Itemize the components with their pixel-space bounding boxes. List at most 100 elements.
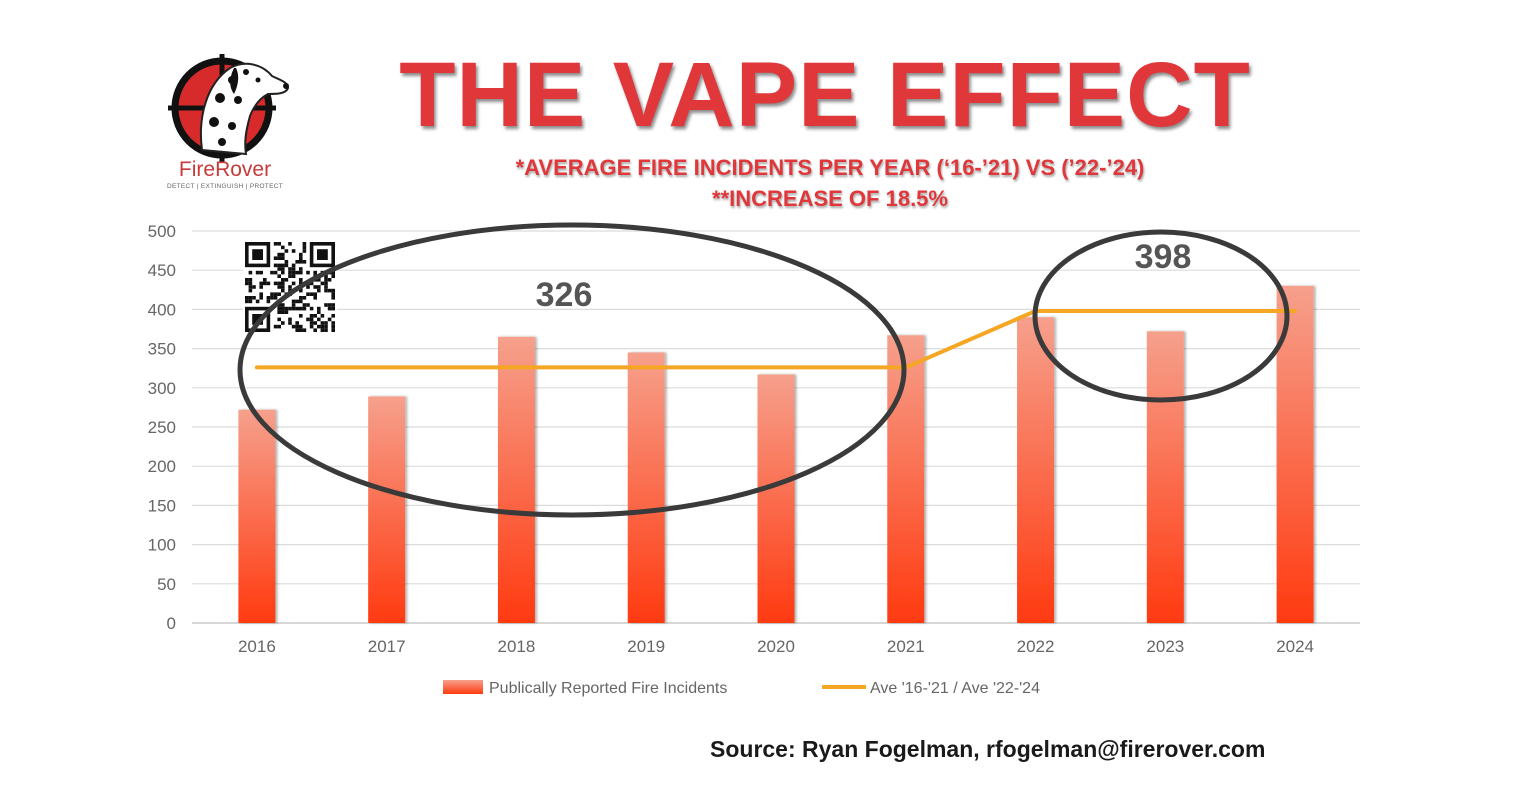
qr-module [277, 267, 281, 271]
qr-module [313, 328, 317, 332]
qr-module [281, 245, 285, 250]
qr-module [277, 242, 281, 246]
qr-module [284, 306, 289, 311]
qr-module [281, 321, 285, 325]
qr-module [331, 321, 335, 325]
qr-module [270, 292, 274, 296]
qr-module [324, 303, 328, 307]
qr-module [306, 270, 310, 275]
qr-module [259, 296, 263, 300]
qr-finder-core [317, 249, 328, 260]
qr-module [302, 249, 307, 253]
qr-module [331, 296, 335, 300]
qr-module [306, 303, 310, 307]
qr-module [273, 292, 278, 296]
qr-module [291, 274, 296, 278]
qr-module [259, 281, 263, 286]
ellipse-2022-2024 [1032, 229, 1290, 403]
qr-module [266, 299, 271, 304]
qr-module [281, 256, 285, 260]
qr-module [331, 324, 335, 329]
x-tick-label: 2019 [627, 637, 665, 656]
bar-2018 [497, 336, 535, 623]
qr-module [248, 285, 253, 289]
qr-module [281, 306, 285, 311]
qr-module [288, 285, 292, 289]
x-tick-label: 2022 [1017, 637, 1055, 656]
qr-module [299, 296, 303, 300]
qr-module [295, 306, 299, 311]
source-citation: Source: Ryan Fogelman, rfogelman@firerov… [710, 736, 1266, 762]
qr-module [291, 249, 296, 253]
qr-code [243, 240, 337, 334]
qr-module [259, 292, 263, 296]
qr-module [317, 285, 321, 289]
qr-module [291, 263, 296, 268]
qr-module [273, 263, 278, 268]
qr-module [277, 274, 281, 278]
qr-module [302, 260, 307, 264]
qr-module [284, 278, 289, 282]
qr-module [248, 278, 253, 282]
qr-module [248, 281, 253, 286]
qr-module [299, 260, 303, 264]
qr-module [281, 285, 285, 289]
qr-module [306, 317, 310, 322]
bar-2021 [887, 335, 925, 623]
qr-module [313, 321, 317, 325]
qr-module [324, 324, 328, 329]
qr-module [295, 324, 299, 329]
y-tick-label: 100 [148, 536, 176, 555]
qr-module [291, 267, 296, 271]
qr-module [299, 270, 303, 275]
qr-module [255, 299, 260, 304]
qr-module [277, 285, 281, 289]
qr-module [273, 281, 278, 286]
qr-module [327, 306, 332, 311]
qr-module [302, 245, 307, 250]
qr-module [302, 242, 307, 246]
qr-module [245, 299, 249, 304]
annotation-326: 326 [536, 276, 593, 314]
qr-finder-core [252, 249, 263, 260]
qr-module [277, 252, 281, 257]
qr-module [277, 317, 281, 322]
qr-module [263, 278, 267, 282]
qr-module [327, 303, 332, 307]
legend-line-label: Ave '16-'21 / Ave '22-'24 [870, 680, 1040, 697]
qr-module [288, 270, 292, 275]
qr-module [331, 314, 335, 318]
qr-module [245, 278, 249, 282]
qr-module [284, 260, 289, 264]
qr-module [259, 285, 263, 289]
qr-module [324, 321, 328, 325]
x-tick-label: 2017 [368, 637, 406, 656]
qr-module [306, 292, 310, 296]
qr-module [248, 270, 253, 275]
qr-module [291, 324, 296, 329]
brand-tagline: DETECT | EXTINGUISH | PROTECT [167, 183, 283, 190]
qr-module [331, 274, 335, 278]
bar-2020 [757, 374, 795, 623]
qr-module [309, 292, 314, 296]
qr-module [299, 256, 303, 260]
qr-module [266, 296, 271, 300]
qr-module [255, 270, 260, 275]
qr-module [284, 249, 289, 253]
average-line-group [254, 308, 1298, 370]
qr-module [281, 252, 285, 257]
qr-module [281, 267, 285, 271]
qr-module [288, 242, 292, 246]
qr-module [288, 267, 292, 271]
qr-module [291, 281, 296, 286]
qr-module [309, 306, 314, 311]
qr-module [313, 270, 317, 275]
qr-module [320, 281, 325, 286]
qr-module [281, 303, 285, 307]
qr-module [245, 296, 249, 300]
qr-module [245, 281, 249, 286]
qr-module [313, 285, 317, 289]
chart-subtitle: *AVERAGE FIRE INCIDENTS PER YEAR (‘16-’2… [515, 155, 1145, 180]
qr-module [277, 256, 281, 260]
